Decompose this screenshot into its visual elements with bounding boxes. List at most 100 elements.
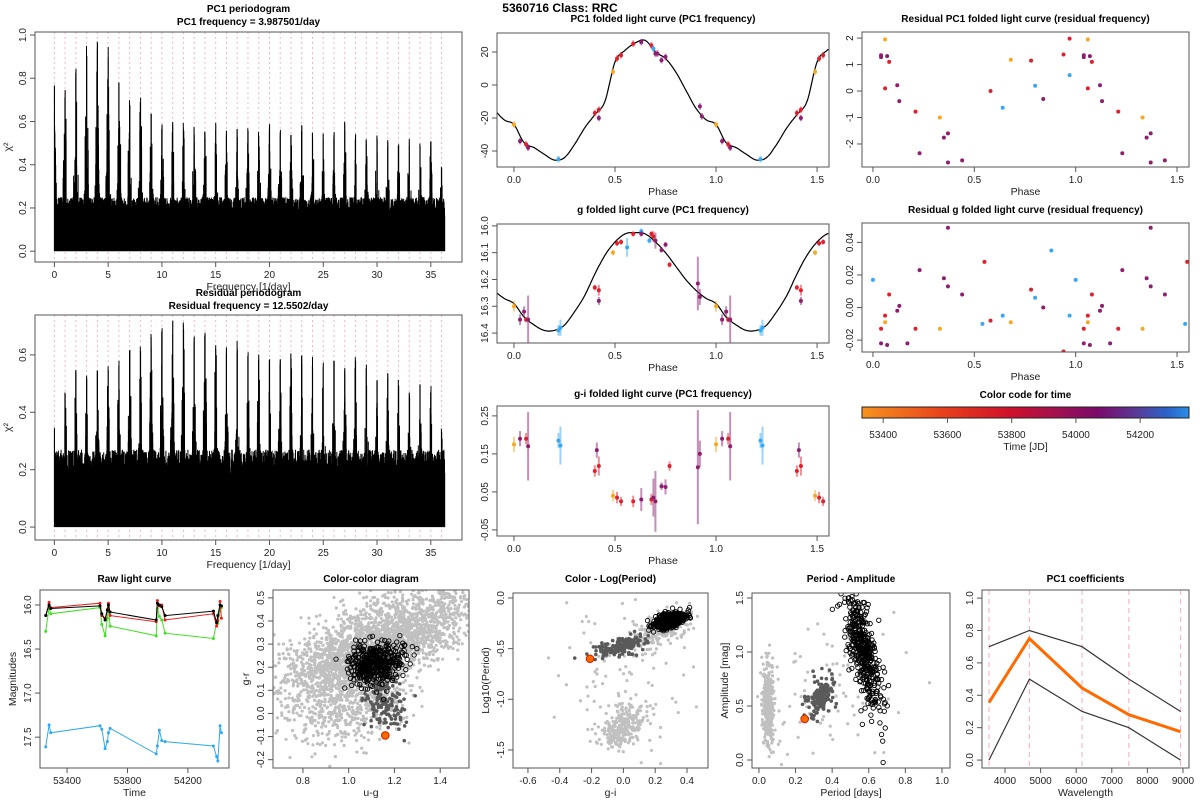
star-point: [309, 649, 313, 654]
star-point: [451, 621, 455, 625]
data-point: [813, 493, 818, 498]
star-point: [436, 668, 440, 672]
star-point: [332, 637, 336, 642]
star-point: [300, 702, 304, 706]
star-point: [459, 618, 463, 622]
star-point: [456, 629, 461, 633]
star-point: [604, 711, 608, 716]
data-point: [1067, 73, 1072, 78]
star-point: [357, 691, 362, 695]
y-tick-label: 0.6: [18, 348, 29, 362]
star-point: [319, 713, 323, 718]
star-point: [367, 704, 371, 708]
star-point: [293, 674, 298, 678]
star-point: [392, 623, 396, 628]
rrc-point: [369, 724, 374, 729]
star-point: [419, 639, 423, 644]
star-point: [340, 735, 344, 739]
star-point: [332, 700, 337, 704]
data-point: [518, 317, 523, 322]
data-point: [631, 41, 636, 46]
star-point: [328, 680, 332, 684]
y-tick-label: 2: [845, 35, 856, 41]
y-tick-label: 17.0: [23, 683, 34, 703]
rrc-point: [398, 717, 403, 722]
star-point: [365, 629, 369, 634]
star-point: [496, 572, 499, 575]
star-point: [395, 686, 399, 690]
star-point: [333, 664, 337, 669]
plot-area: [546, 597, 700, 766]
data-point: [817, 495, 822, 500]
star-point: [326, 656, 330, 660]
star-point: [336, 652, 340, 656]
res-g-folded-panel: [857, 222, 1190, 357]
star-point: [385, 626, 389, 630]
color-logp-panel: [508, 592, 709, 773]
star-point: [306, 742, 310, 746]
data-point: [592, 469, 597, 473]
star-point: [452, 579, 455, 582]
star-point: [312, 627, 316, 631]
star-point: [420, 689, 424, 693]
star-point: [532, 576, 535, 579]
light-curve-point: [163, 631, 167, 635]
star-point: [296, 693, 300, 697]
star-point: [470, 595, 473, 598]
y-tick-label: 1: [845, 61, 856, 67]
star-point: [480, 589, 483, 592]
star-point: [320, 731, 324, 736]
star-point: [631, 718, 635, 722]
x-tick-label: 0.5: [967, 360, 981, 371]
star-point: [430, 630, 434, 634]
star-point: [333, 647, 337, 651]
rrab-point: [358, 668, 364, 675]
data-point: [758, 438, 763, 443]
x-tick-label: 53400: [53, 776, 81, 787]
star-point: [314, 689, 319, 693]
star-point: [310, 666, 314, 670]
star-point: [291, 658, 295, 662]
star-point: [660, 633, 665, 638]
star-point: [347, 713, 351, 717]
star-point: [339, 648, 343, 652]
star-point: [332, 743, 337, 747]
light-curve-point: [218, 599, 222, 603]
star-point: [327, 720, 331, 724]
star-point: [477, 625, 480, 628]
y-tick-label: -20: [480, 110, 491, 125]
rrc-point: [404, 720, 409, 725]
y-tick-label: 20: [480, 46, 491, 58]
star-point: [640, 719, 644, 724]
star-point: [331, 723, 335, 727]
data-point: [699, 114, 704, 119]
star-point: [344, 626, 348, 630]
rrab-point: [363, 655, 369, 661]
star-point: [327, 666, 332, 670]
star-point: [425, 623, 429, 627]
star-point: [290, 728, 295, 733]
star-point: [244, 711, 247, 714]
star-point: [420, 615, 425, 619]
star-point: [402, 630, 406, 634]
star-point: [645, 705, 649, 709]
star-point: [312, 669, 316, 673]
star-point: [273, 685, 276, 690]
star-point: [307, 647, 311, 651]
star-point: [337, 687, 341, 691]
star-point: [617, 694, 621, 698]
star-point: [470, 617, 473, 620]
star-point: [448, 635, 452, 639]
x-tick-label: 30: [371, 270, 383, 281]
star-point: [590, 727, 594, 731]
rrc-point: [388, 714, 392, 718]
star-point: [627, 670, 632, 674]
rrab-point: [390, 659, 396, 665]
star-point: [317, 640, 321, 644]
data-point: [610, 250, 615, 255]
star-point: [273, 692, 276, 696]
data-point: [760, 325, 765, 330]
star-point: [280, 711, 284, 715]
star-point: [362, 751, 366, 755]
x-tick-label: 0.5: [967, 175, 981, 186]
